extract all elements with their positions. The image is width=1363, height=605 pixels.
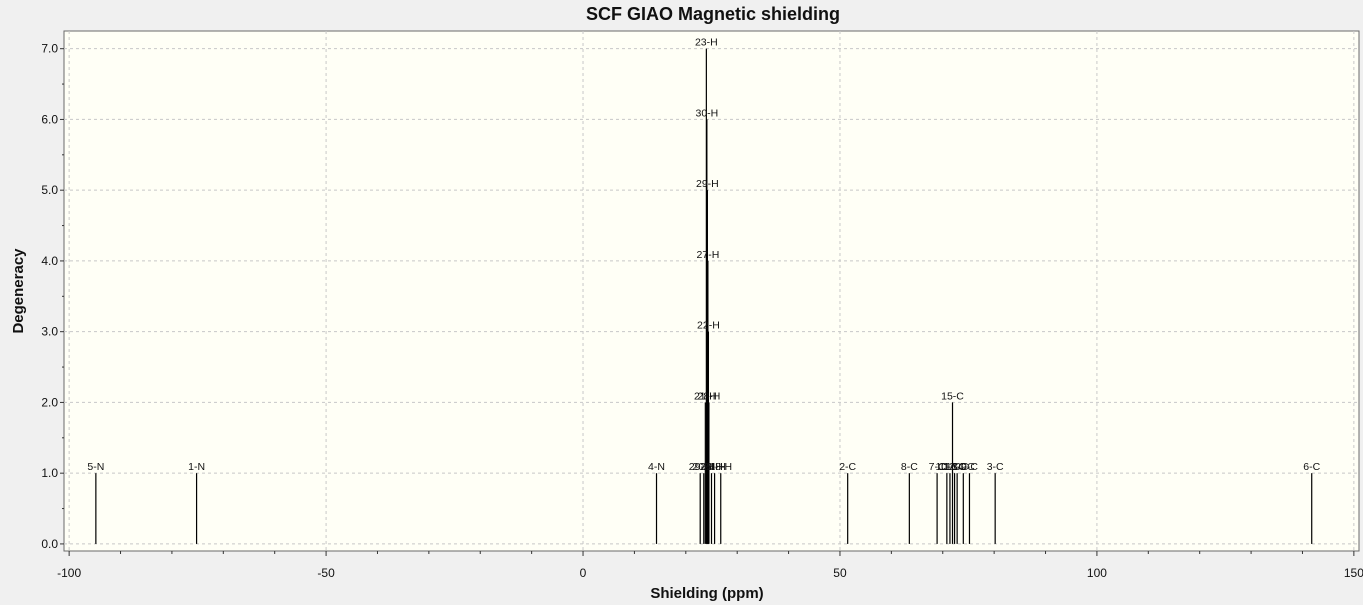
y-axis-label: Degeneracy bbox=[10, 248, 27, 334]
peak-label: 13-C bbox=[946, 461, 969, 473]
peak-label: 10-C bbox=[935, 461, 958, 473]
peak-label: 5-N bbox=[87, 461, 104, 473]
x-tick-label: 0 bbox=[580, 566, 587, 580]
x-axis-label: Shielding (ppm) bbox=[650, 585, 763, 602]
peak-label: 3-C bbox=[987, 461, 1004, 473]
peak-label: 1-N bbox=[188, 461, 205, 473]
peak-label: 20-H bbox=[692, 461, 715, 473]
y-tick-label: 6.0 bbox=[41, 112, 58, 126]
peak-label: 7-C bbox=[929, 461, 946, 473]
peak-label: 29-H bbox=[696, 178, 719, 190]
y-tick-label: 4.0 bbox=[41, 254, 58, 268]
x-tick-label: 50 bbox=[833, 566, 847, 580]
peak-label: 2-C bbox=[839, 461, 856, 473]
peak-label: 12-C bbox=[943, 461, 966, 473]
peak-label: 14-C bbox=[952, 461, 975, 473]
peak-label: 27-H bbox=[697, 249, 720, 261]
x-axis: -100 -50 0 50 100 150 bbox=[57, 551, 1363, 580]
y-tick-label: 0.0 bbox=[41, 537, 58, 551]
peak-labels: 5-N 1-N 4-N 29-H20-H21-H23-H30-H29-H27-H22-… bbox=[87, 37, 1320, 473]
peak-label: 22-H bbox=[697, 320, 720, 332]
y-tick-label: 7.0 bbox=[41, 42, 58, 56]
y-tick-label: 2.0 bbox=[41, 395, 58, 409]
peak-lines bbox=[95, 48, 1313, 544]
peak-label: 9-C bbox=[961, 461, 978, 473]
y-tick-label: 3.0 bbox=[41, 325, 58, 339]
peak-label: 11-C bbox=[939, 461, 961, 473]
x-tick-label: -50 bbox=[317, 566, 335, 580]
peak-label: 30-H bbox=[695, 107, 718, 119]
plot-area bbox=[63, 30, 1360, 552]
peak-label: 24-H bbox=[703, 461, 726, 473]
peak-label: 26-H bbox=[700, 461, 723, 473]
x-tick-label: 100 bbox=[1087, 566, 1107, 580]
x-tick-label: 150 bbox=[1344, 566, 1363, 580]
peak-label: 23-H bbox=[695, 37, 718, 49]
peak-label: 28-H bbox=[698, 390, 721, 402]
x-tick-label: -100 bbox=[57, 566, 81, 580]
peak-label: 6-C bbox=[1303, 461, 1320, 473]
peak-label: 29-H bbox=[689, 461, 712, 473]
y-axis: 0.0 1.0 2.0 3.0 4.0 5.0 6.0 7.0 bbox=[41, 42, 64, 551]
peak-label: 18-H bbox=[709, 461, 732, 473]
peak-label: 4-N bbox=[648, 461, 665, 473]
y-tick-label: 5.0 bbox=[41, 183, 58, 197]
grid-lines bbox=[64, 31, 1359, 551]
chart-title: SCF GIAO Magnetic shielding bbox=[586, 4, 840, 24]
peak-label: 21-H bbox=[694, 390, 717, 402]
peak-label: 15-C bbox=[941, 390, 964, 402]
peak-label: 8-C bbox=[901, 461, 918, 473]
y-tick-label: 1.0 bbox=[41, 466, 58, 480]
